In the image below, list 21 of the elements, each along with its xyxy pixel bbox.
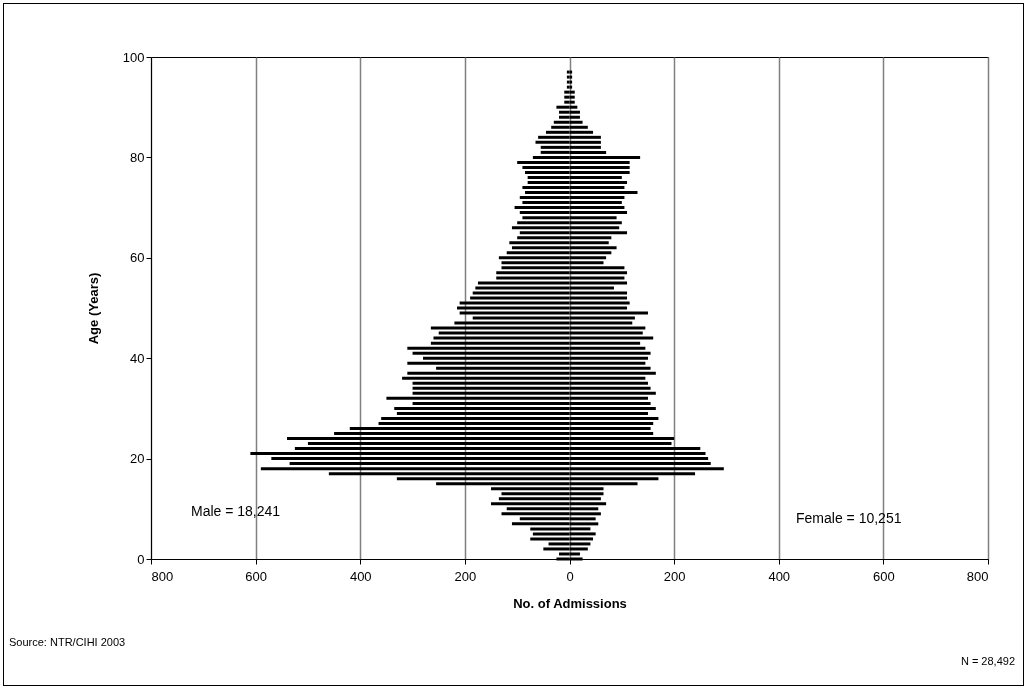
source-note: Source: NTR/CIHI 2003 — [9, 636, 126, 648]
x-axis-title: No. of Admissions — [513, 595, 627, 611]
annotation: Male = 18,241 — [191, 503, 281, 519]
y-tick-label: 40 — [130, 350, 145, 366]
y-tick-label: 80 — [130, 149, 145, 165]
x-tick-label: 200 — [454, 568, 477, 584]
x-tick-label: 200 — [663, 568, 686, 584]
x-tick-label: 600 — [873, 568, 895, 584]
x-tick-label: 800 — [151, 568, 174, 584]
x-tick-label: 0 — [566, 568, 574, 584]
y-axis-title: Age (Years) — [85, 272, 101, 345]
x-tick-label: 400 — [349, 568, 372, 584]
y-tick-label: 60 — [130, 250, 145, 266]
y-tick-label: 100 — [122, 49, 145, 65]
x-tick-label: 600 — [245, 568, 267, 584]
annotation: Female = 10,251 — [796, 510, 902, 526]
y-tick-label: 20 — [130, 451, 145, 467]
x-tick-label: 800 — [966, 568, 989, 584]
x-tick-label: 400 — [768, 568, 791, 584]
y-tick-label: 0 — [137, 551, 145, 567]
text: N = 28,492 — [960, 655, 1015, 667]
